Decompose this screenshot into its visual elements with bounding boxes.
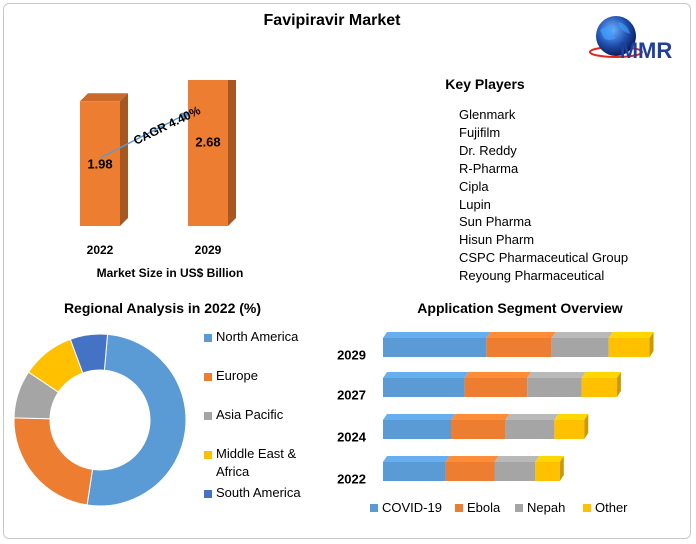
app-category-label: 2022: [337, 472, 366, 487]
application-stacked-bar-chart: 2029 2027 2024 2022 COVID-19 Ebola Nepah Other: [337, 332, 654, 515]
page-title: Favipiravir Market: [263, 12, 401, 29]
market-bar: [188, 80, 228, 226]
app-category-label: 2029: [337, 348, 366, 363]
app-legend-label: COVID-19: [382, 500, 442, 515]
app-bar-segment: [535, 462, 560, 481]
app-bar-segment: [383, 338, 487, 357]
app-bar-segment: [608, 338, 650, 357]
app-legend-swatch: [455, 504, 463, 512]
application-chart-title: Application Segment Overview: [417, 300, 623, 316]
app-bar-top: [451, 414, 510, 420]
app-bar-segment: [581, 378, 617, 397]
app-bar-segment: [451, 420, 506, 439]
app-bar-segment: [554, 420, 585, 439]
market-size-xlabel: Market Size in US$ Billion: [97, 266, 244, 280]
key-player-item: Cipla: [459, 178, 489, 194]
app-bar-top: [527, 372, 586, 378]
app-legend-label: Other: [595, 500, 628, 515]
app-legend-swatch: [515, 504, 523, 512]
legend-swatch-asia-pacific: [204, 412, 212, 420]
app-bar-top: [383, 456, 450, 462]
legend-swatch-north-america: [204, 334, 212, 342]
app-bar-top: [383, 414, 455, 420]
app-bar-top: [464, 372, 532, 378]
legend-label-europe: Europe: [216, 368, 258, 383]
app-bar-top: [445, 456, 499, 462]
app-bar-top: [383, 332, 491, 338]
key-player-item: Glenmark: [459, 107, 516, 122]
market-bar-top: [80, 93, 128, 102]
app-legend-swatch: [370, 504, 378, 512]
app-legend-label: Nepah: [527, 500, 565, 515]
app-bar-top: [494, 456, 540, 462]
donut-slice: [86, 333, 187, 507]
app-bar-top: [608, 332, 654, 338]
app-bar-segment: [383, 420, 451, 439]
key-player-item: Dr. Reddy: [459, 142, 517, 158]
app-bar-segment: [445, 462, 495, 481]
app-category-label: 2024: [337, 430, 367, 445]
market-bar-side: [228, 80, 236, 226]
app-bar-side: [559, 456, 564, 481]
legend-swatch-middle-east-africa: [204, 451, 212, 459]
regional-legend: North America Europe Asia Pacific Middle…: [200, 328, 330, 518]
app-bar-segment: [494, 462, 536, 481]
app-bar-top: [551, 332, 613, 338]
app-bar-top: [535, 456, 564, 462]
app-bar-segment: [551, 338, 609, 357]
regional-donut-chart: [13, 333, 187, 507]
app-bar-side: [649, 332, 654, 357]
app-bar-top: [581, 372, 621, 378]
key-player-item: Lupin: [459, 196, 491, 212]
app-legend-label: Ebola: [467, 500, 501, 515]
legend-swatch-south-america: [204, 490, 212, 498]
key-players-title: Key Players: [445, 76, 525, 92]
app-bar-segment: [383, 462, 446, 481]
globe-logo-icon: MMR: [589, 16, 673, 63]
app-bar-top: [486, 332, 556, 338]
donut-slice: [13, 417, 94, 506]
app-bar-top: [554, 414, 589, 420]
market-category-label: 2022: [87, 243, 114, 257]
cagr-arrow-line: [99, 113, 187, 159]
legend-label-north-america: North America: [216, 329, 299, 344]
app-bar-segment: [464, 378, 528, 397]
legend-label-middle-east-africa: Middle East & Africa: [216, 446, 297, 479]
key-player-item: CSPC Pharmaceutical Group: [459, 250, 629, 266]
app-bar-segment: [527, 378, 582, 397]
cagr-arrow-head: [180, 112, 190, 121]
app-bar-side: [584, 414, 589, 439]
app-legend-swatch: [583, 504, 591, 512]
legend-swatch-europe: [204, 373, 212, 381]
app-bar-top: [383, 372, 469, 378]
market-bar-value: 1.98: [87, 157, 112, 172]
key-player-item: R-Pharma: [459, 160, 519, 176]
logo-text: MMR: [620, 38, 673, 63]
key-players-list: Glenmark Fujifilm Dr. Reddy R-Pharma Cip…: [459, 106, 628, 285]
app-bar-segment: [505, 420, 555, 439]
app-bar-segment: [383, 378, 465, 397]
app-bar-top: [505, 414, 559, 420]
frame: [3, 3, 691, 539]
market-bar-value: 2.68: [195, 135, 220, 150]
market-bar: [80, 101, 120, 226]
regional-chart-title: Regional Analysis in 2022 (%): [63, 300, 262, 316]
market-bar-side: [120, 93, 128, 226]
key-player-item: Fujifilm: [459, 124, 501, 140]
key-player-item: Reyoung Pharmaceutical: [459, 268, 605, 284]
legend-label-south-america: South America: [216, 485, 301, 500]
key-player-item: Sun Pharma: [459, 214, 532, 230]
app-bar-segment: [486, 338, 552, 357]
market-category-label: 2029: [195, 243, 222, 257]
donut-slice: [69, 333, 109, 374]
legend-label-asia-pacific: Asia Pacific: [216, 407, 284, 422]
key-player-item: Hisun Pharm: [459, 232, 535, 248]
app-bar-side: [616, 372, 621, 397]
mmr-logo: MMR: [586, 8, 686, 68]
app-category-label: 2027: [337, 388, 366, 403]
